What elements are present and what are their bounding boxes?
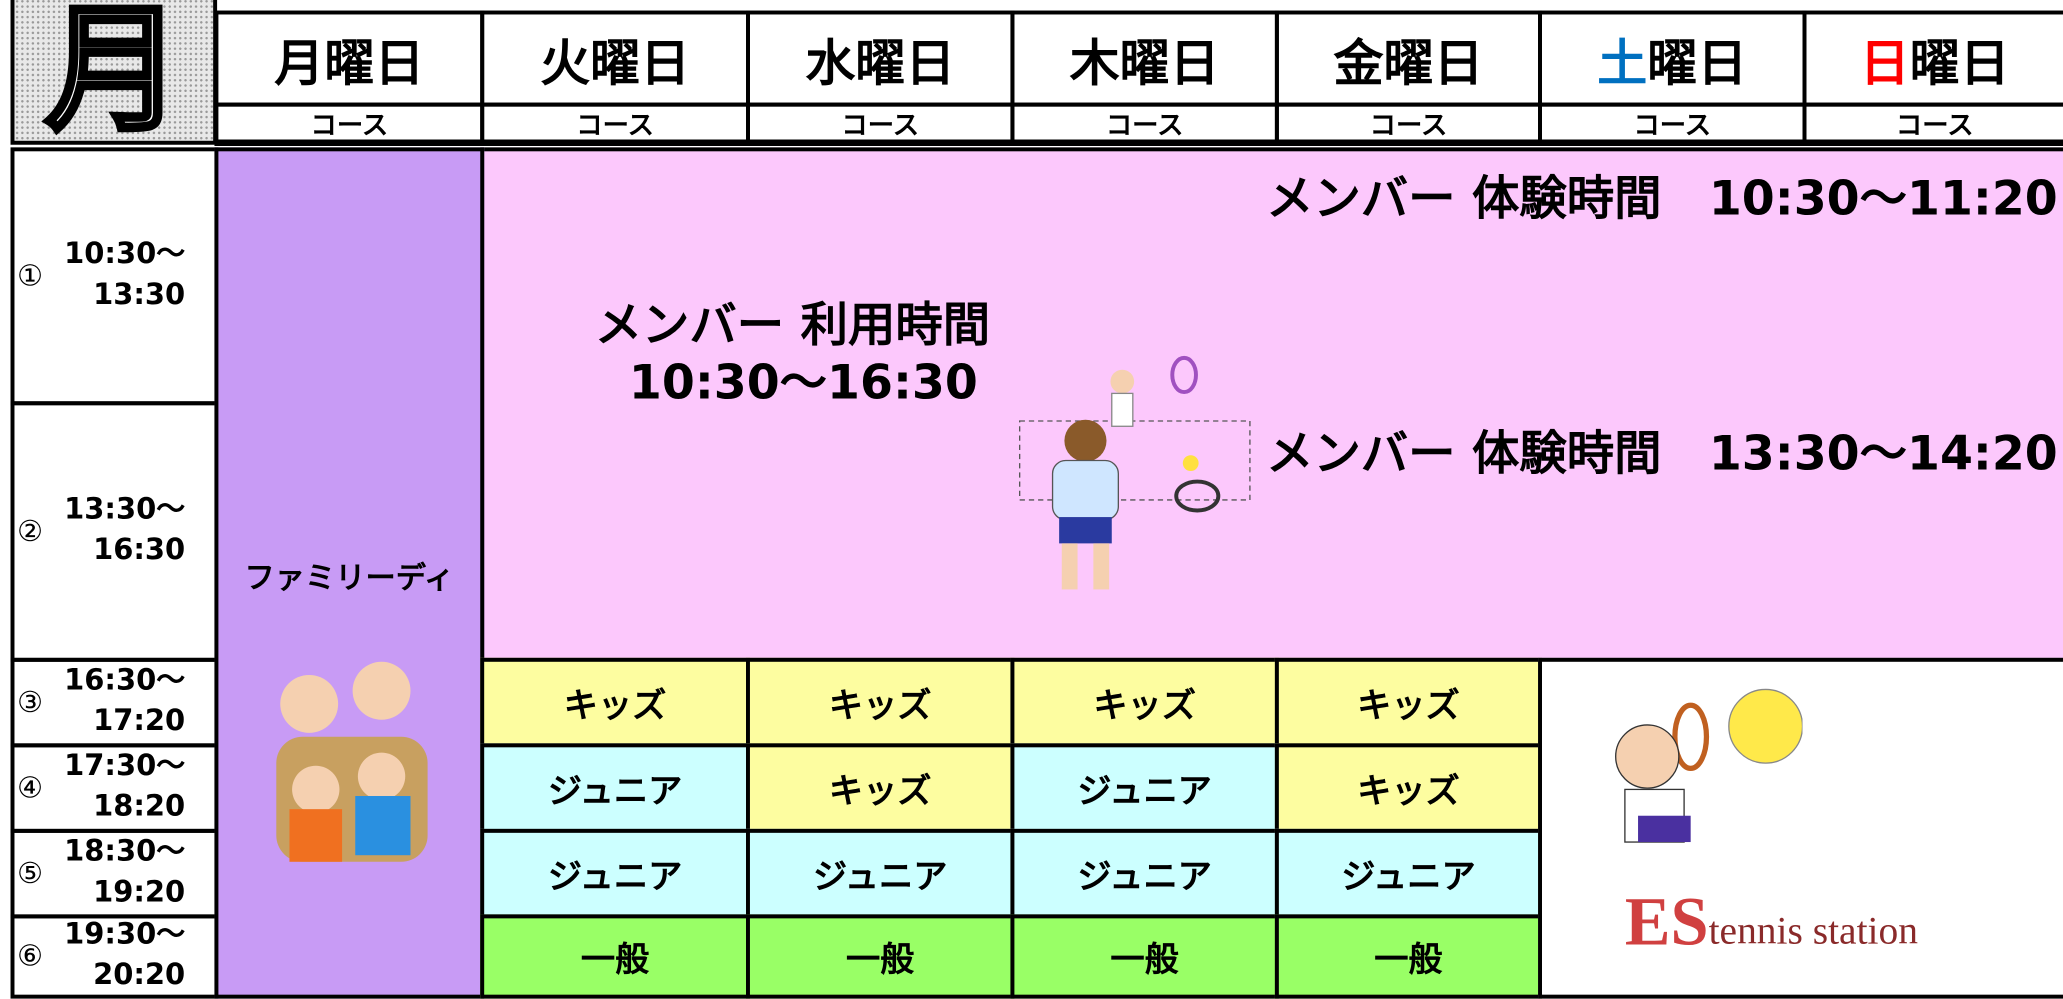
day-header: 土曜日 bbox=[1538, 10, 1807, 107]
slot-start: 17:30〜 bbox=[64, 750, 186, 784]
class-cell: 一般 bbox=[480, 914, 750, 999]
logo-mark: ES bbox=[1624, 885, 1709, 961]
day-tail: 曜日 bbox=[1909, 34, 2010, 93]
slot-number: ② bbox=[17, 515, 44, 548]
month-cell: 月 bbox=[10, 0, 218, 152]
slot-end: 20:20 bbox=[93, 959, 186, 993]
trial-time: メンバー 体験時間 10:30〜11:20 bbox=[1266, 172, 2058, 227]
course-header: コース bbox=[1274, 102, 1543, 147]
member-block bbox=[480, 147, 2063, 662]
day-head: 金 bbox=[1333, 34, 1384, 93]
family-label: ファミリーディ bbox=[244, 561, 455, 597]
day-head: 土 bbox=[1597, 34, 1648, 93]
slot-start: 13:30〜 bbox=[64, 493, 186, 527]
course-header: コース bbox=[1010, 102, 1279, 147]
family-illustration bbox=[276, 661, 428, 862]
course-header: コース bbox=[214, 102, 485, 147]
course-header: コース bbox=[1538, 102, 1807, 147]
class-cell: ジュニア bbox=[480, 828, 750, 919]
day-tail: 曜日 bbox=[590, 34, 691, 93]
slot-number: ① bbox=[17, 259, 44, 293]
logo-text: tennis station bbox=[1708, 909, 1918, 953]
member-time: 10:30〜16:30 bbox=[628, 356, 978, 411]
slot-end: 18:20 bbox=[93, 790, 186, 824]
slot-number: ③ bbox=[17, 686, 44, 720]
trial-time: メンバー 体験時間 13:30〜14:20 bbox=[1266, 427, 2058, 482]
day-tail: 曜日 bbox=[855, 34, 956, 93]
day-header: 火曜日 bbox=[480, 10, 750, 107]
class-cell: キッズ bbox=[1010, 657, 1279, 748]
slot-cell: ② 13:30〜 16:30 bbox=[10, 401, 219, 662]
slot-end: 13:30 bbox=[93, 278, 186, 312]
slot-time: 19:30〜 20:20 bbox=[64, 916, 185, 997]
class-cell: キッズ bbox=[746, 657, 1015, 748]
day-tail: 曜日 bbox=[1119, 34, 1220, 93]
day-header: 水曜日 bbox=[746, 10, 1015, 107]
class-cell: キッズ bbox=[1274, 743, 1543, 833]
class-cell: ジュニア bbox=[1010, 743, 1279, 833]
slot-time: 17:30〜 18:20 bbox=[64, 748, 185, 829]
slot-cell: ① 10:30〜 13:30 bbox=[10, 147, 219, 406]
day-tail: 曜日 bbox=[1383, 34, 1484, 93]
slot-cell: ⑤ 18:30〜 19:20 bbox=[10, 828, 219, 919]
slot-start: 19:30〜 bbox=[64, 918, 186, 952]
slot-end: 16:30 bbox=[93, 534, 186, 568]
class-cell: キッズ bbox=[746, 743, 1015, 833]
slot-number: ⑤ bbox=[17, 857, 44, 891]
player-illustration bbox=[1615, 688, 1803, 843]
day-head: 日 bbox=[1859, 34, 1910, 93]
class-cell: ジュニア bbox=[1274, 828, 1543, 919]
slot-time: 13:30〜 16:30 bbox=[64, 491, 185, 572]
day-tail: 曜日 bbox=[1647, 34, 1748, 93]
day-header: 日曜日 bbox=[1802, 10, 2063, 107]
slot-start: 16:30〜 bbox=[64, 664, 186, 698]
class-cell: ジュニア bbox=[1010, 828, 1279, 919]
slot-end: 17:20 bbox=[93, 705, 186, 739]
class-cell: ジュニア bbox=[746, 828, 1015, 919]
class-cell: 一般 bbox=[1010, 914, 1279, 999]
day-tail: 曜日 bbox=[324, 34, 425, 93]
tennis-illustration bbox=[1019, 355, 1251, 590]
slot-end: 19:20 bbox=[93, 876, 186, 910]
slot-cell: ③ 16:30〜 17:20 bbox=[10, 657, 219, 748]
course-header: コース bbox=[746, 102, 1015, 147]
logo: ES tennis station bbox=[1625, 884, 1918, 962]
class-cell: ジュニア bbox=[480, 743, 750, 833]
class-cell: 一般 bbox=[746, 914, 1015, 999]
course-header: コース bbox=[480, 102, 750, 147]
day-header: 月曜日 bbox=[214, 10, 485, 107]
slot-cell: ⑥ 19:30〜 20:20 bbox=[10, 914, 219, 999]
day-head: 月 bbox=[274, 34, 325, 93]
member-label: メンバー 利用時間 bbox=[594, 298, 991, 353]
slot-start: 18:30〜 bbox=[64, 835, 186, 869]
class-cell: 一般 bbox=[1274, 914, 1543, 999]
class-cell: キッズ bbox=[1274, 657, 1543, 748]
day-head: 火 bbox=[540, 34, 591, 93]
course-header: コース bbox=[1802, 102, 2063, 147]
day-header: 金曜日 bbox=[1274, 10, 1543, 107]
month: 月 bbox=[43, 0, 185, 152]
slot-cell: ④ 17:30〜 18:20 bbox=[10, 743, 219, 833]
class-cell: キッズ bbox=[480, 657, 750, 748]
day-header: 木曜日 bbox=[1010, 10, 1279, 107]
day-head: 水 bbox=[805, 34, 856, 93]
slot-start: 10:30〜 bbox=[64, 238, 186, 272]
slot-number: ④ bbox=[17, 771, 44, 805]
slot-time: 18:30〜 19:20 bbox=[64, 833, 185, 914]
day-head: 木 bbox=[1069, 34, 1120, 93]
slot-time: 10:30〜 13:30 bbox=[64, 236, 185, 317]
slot-time: 16:30〜 17:20 bbox=[64, 662, 185, 743]
slot-number: ⑥ bbox=[17, 940, 44, 973]
